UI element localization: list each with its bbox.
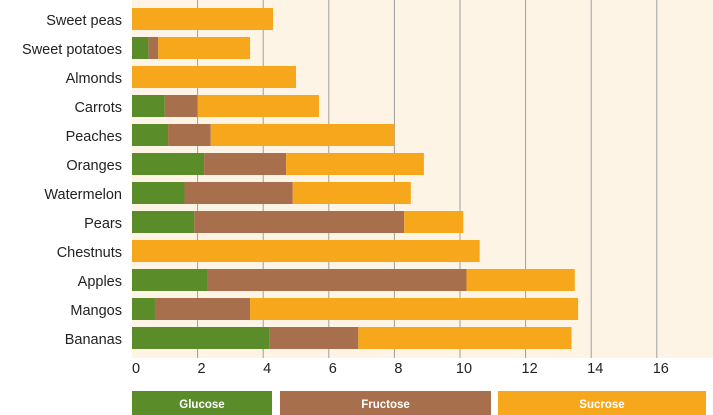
legend-label: Fructose xyxy=(361,399,410,411)
bar-glucose xyxy=(132,211,194,233)
category-label: Watermelon xyxy=(44,187,122,203)
x-tick-label: 14 xyxy=(587,361,603,377)
bar-sucrose xyxy=(132,8,273,30)
bar-sucrose xyxy=(286,153,424,175)
bar-fructose xyxy=(165,95,198,117)
bar-glucose xyxy=(132,327,270,349)
bar-glucose xyxy=(132,95,165,117)
category-label: Carrots xyxy=(74,100,122,116)
x-tick-label: 0 xyxy=(132,361,140,377)
bar-sucrose xyxy=(293,182,411,204)
x-tick-label: 4 xyxy=(263,361,271,377)
bar-fructose xyxy=(270,327,359,349)
bar-sucrose xyxy=(358,327,571,349)
bar-glucose xyxy=(132,124,168,146)
bar-sucrose xyxy=(250,298,578,320)
category-label: Sweet potatoes xyxy=(22,42,122,58)
category-label: Mangos xyxy=(70,303,122,319)
bar-fructose xyxy=(155,298,250,320)
x-tick-label: 6 xyxy=(329,361,337,377)
bar-fructose xyxy=(204,153,286,175)
x-tick-label: 2 xyxy=(198,361,206,377)
category-label: Oranges xyxy=(66,158,122,174)
legend-label: Glucose xyxy=(179,399,224,411)
bar-sucrose xyxy=(211,124,395,146)
bar-glucose xyxy=(132,269,207,291)
category-label: Pears xyxy=(84,216,122,232)
x-tick-label: 10 xyxy=(456,361,472,377)
bar-sucrose xyxy=(404,211,463,233)
category-label: Almonds xyxy=(66,71,122,87)
x-tick-label: 12 xyxy=(522,361,538,377)
x-tick-label: 16 xyxy=(653,361,669,377)
x-tick-label: 8 xyxy=(394,361,402,377)
bar-glucose xyxy=(132,153,204,175)
category-label: Sweet peas xyxy=(46,13,122,29)
legend: Glucose Fructose Sucrose xyxy=(132,391,706,415)
bar-glucose xyxy=(132,37,148,59)
bar-sucrose xyxy=(198,95,319,117)
bar-sucrose xyxy=(467,269,575,291)
bar-fructose xyxy=(207,269,466,291)
category-labels: Sweet peas Sweet potatoes Almonds Carrots Pe… xyxy=(22,13,122,348)
category-label: Chestnuts xyxy=(57,245,122,261)
bar-fructose xyxy=(184,182,292,204)
x-tick-labels: 0 2 4 6 8 10 12 14 16 xyxy=(132,361,669,377)
bar-sucrose xyxy=(132,66,296,88)
category-label: Peaches xyxy=(66,129,122,145)
bar-fructose xyxy=(148,37,158,59)
bar-sucrose xyxy=(158,37,250,59)
bar-glucose xyxy=(132,298,155,320)
bar-sucrose xyxy=(132,240,480,262)
bar-fructose xyxy=(194,211,404,233)
category-label: Bananas xyxy=(65,332,122,348)
bar-glucose xyxy=(132,182,184,204)
bar-fructose xyxy=(168,124,211,146)
category-label: Apples xyxy=(78,274,122,290)
legend-label: Sucrose xyxy=(579,399,624,411)
